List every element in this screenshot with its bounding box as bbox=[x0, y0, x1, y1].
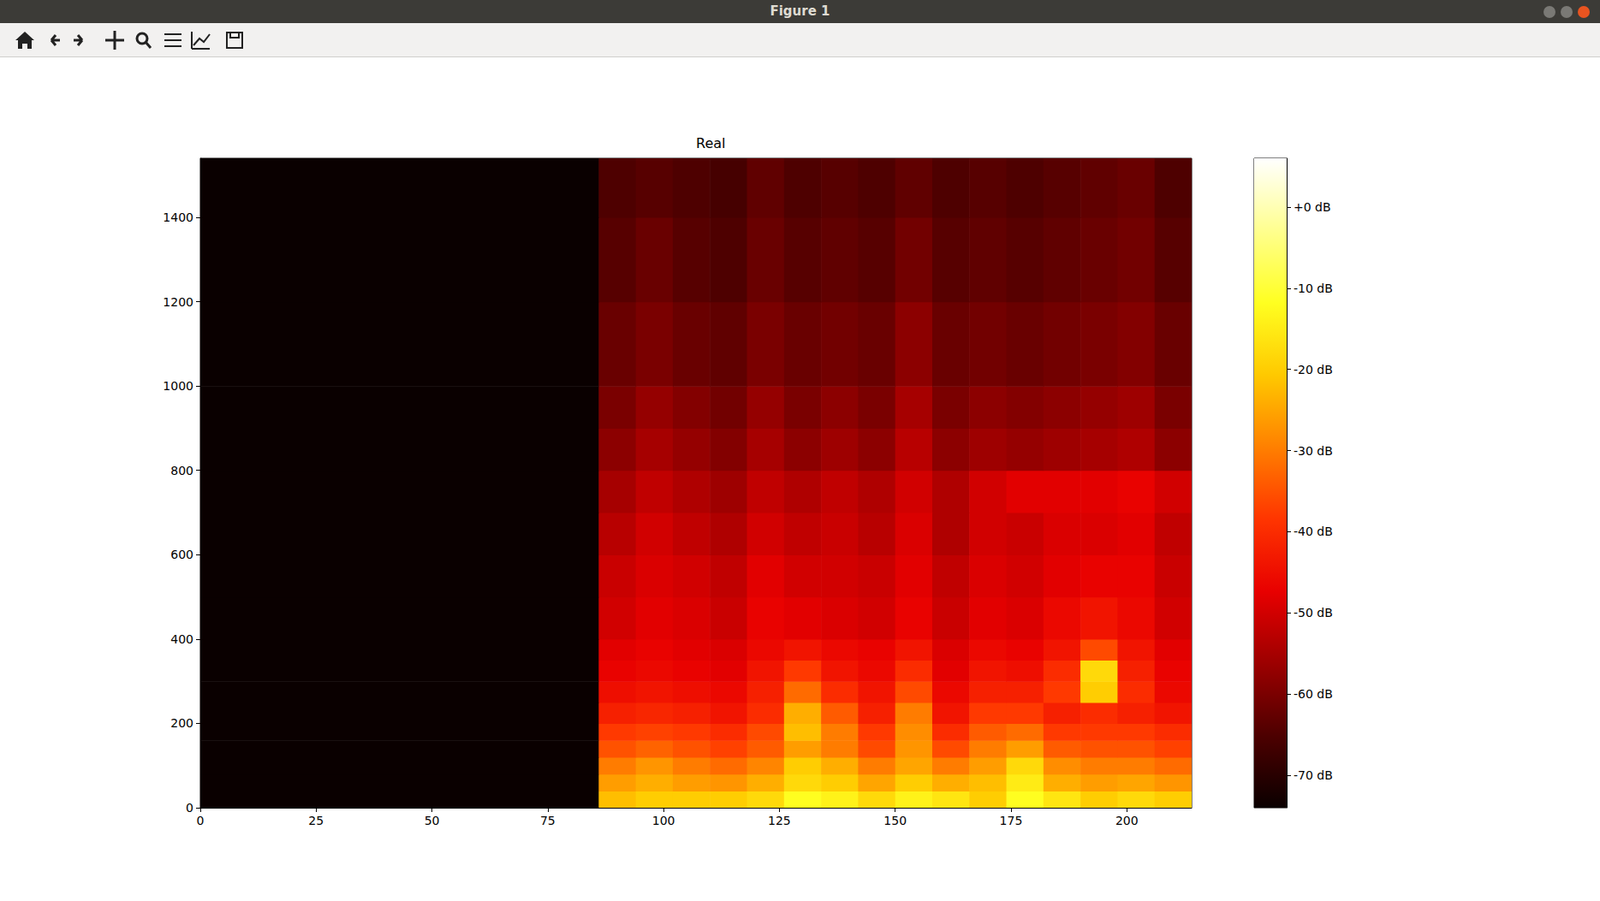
svg-text:Real: Real bbox=[695, 135, 726, 152]
svg-text:+0 dB: +0 dB bbox=[1293, 200, 1332, 215]
svg-text:-60 dB: -60 dB bbox=[1293, 687, 1333, 702]
svg-text:50: 50 bbox=[424, 814, 441, 828]
svg-text:100: 100 bbox=[652, 814, 676, 828]
svg-text:75: 75 bbox=[540, 814, 556, 828]
svg-text:400: 400 bbox=[170, 632, 194, 647]
svg-text:0: 0 bbox=[196, 814, 205, 828]
svg-text:125: 125 bbox=[767, 814, 792, 828]
svg-text:200: 200 bbox=[170, 716, 194, 731]
svg-text:200: 200 bbox=[1115, 814, 1139, 828]
svg-text:-70 dB: -70 dB bbox=[1293, 768, 1333, 783]
svg-text:1200: 1200 bbox=[162, 295, 194, 310]
svg-text:150: 150 bbox=[883, 814, 907, 828]
html-text:Figure 1: Figure 1 bbox=[770, 3, 830, 19]
svg-text:600: 600 bbox=[170, 547, 194, 562]
svg-text:-10 dB: -10 dB bbox=[1293, 281, 1333, 296]
svg-text:175: 175 bbox=[999, 814, 1024, 828]
svg-text:25: 25 bbox=[308, 814, 324, 828]
svg-text:1000: 1000 bbox=[162, 379, 194, 393]
svg-text:-20 dB: -20 dB bbox=[1293, 362, 1333, 377]
svg-text:-40 dB: -40 dB bbox=[1293, 524, 1333, 539]
svg-text:-30 dB: -30 dB bbox=[1293, 444, 1333, 458]
svg-text:1400: 1400 bbox=[162, 210, 194, 225]
svg-text:-50 dB: -50 dB bbox=[1293, 606, 1333, 620]
svg-text:800: 800 bbox=[170, 463, 194, 478]
svg-text:0: 0 bbox=[185, 801, 194, 815]
